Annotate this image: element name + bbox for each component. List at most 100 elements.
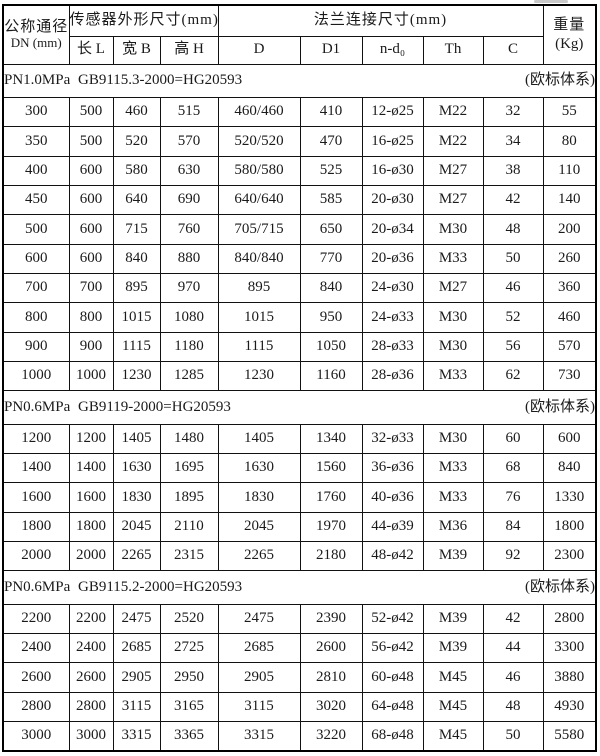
cell-height-h: 630 [159,155,219,186]
cell-weight: 460 [542,302,597,333]
cell-weight: 260 [542,243,597,274]
section-pressure-rating: PN1.0MPa [4,72,71,89]
cell-d: 1630 [217,452,301,484]
cell-d: 1115 [217,331,301,362]
section-standard-code: GB9115.3-2000=HG20593 [78,72,243,89]
cell-n-d0: 60-ø48 [361,662,424,693]
cell-n-d0: 24-ø33 [361,302,424,333]
cell-length-l: 2600 [68,662,114,693]
cell-th: M30 [422,302,484,333]
cell-d1: 410 [299,96,363,128]
cell-th: M30 [422,331,484,362]
cell-dn: 350 [2,126,70,157]
table-row: 900 900 1115 1180 1115 1050 28-ø33 M30 56 570 [2,331,597,362]
cell-d1: 2180 [299,540,363,572]
cell-width-b: 2265 [112,540,161,572]
header-n-d0: n-d₀ [361,35,424,65]
cell-d1: 1560 [299,452,363,484]
cell-height-h: 1285 [159,360,219,392]
cell-width-b: 2475 [112,603,161,634]
cell-c: 56 [482,331,544,362]
cell-length-l: 600 [68,155,114,186]
cell-d: 640/640 [217,184,301,216]
table-row: 300 500 460 515 460/460 410 12-ø25 M22 32 55 [2,96,597,128]
cell-d1: 1160 [299,360,363,392]
cell-d1: 1050 [299,331,363,362]
cell-weight: 1330 [542,482,597,513]
cell-width-b: 580 [112,155,161,186]
table-row: 350 500 520 570 520/520 470 16-ø25 M22 34 80 [2,126,597,157]
cell-height-h: 570 [159,126,219,157]
cell-n-d0: 44-ø39 [361,511,424,542]
cell-dn: 2400 [2,632,70,664]
table-row: 1600 1600 1830 1895 1830 1760 40-ø36 M33 76 1330 [2,482,597,513]
cell-width-b: 895 [112,272,161,304]
header-height-h: 高 H [159,35,219,65]
cell-n-d0: 20-ø36 [361,243,424,274]
cell-weight: 5580 [542,720,597,752]
cell-height-h: 515 [159,96,219,128]
cell-n-d0: 56-ø42 [361,632,424,664]
cell-height-h: 1080 [159,302,219,333]
cell-d: 460/460 [217,96,301,128]
cell-d1: 585 [299,184,363,216]
cell-n-d0: 20-ø30 [361,184,424,216]
cell-height-h: 1695 [159,452,219,484]
table-row: 1800 1800 2045 2110 2045 1970 44-ø39 M36 84 1800 [2,511,597,542]
cell-d: 3315 [217,720,301,752]
cell-width-b: 2685 [112,632,161,664]
cell-width-b: 3115 [112,691,161,722]
cell-th: M36 [422,511,484,542]
cell-c: 42 [482,184,544,216]
cell-c: 44 [482,632,544,664]
cell-th: M33 [422,243,484,274]
cell-d1: 2810 [299,662,363,693]
cell-n-d0: 16-ø30 [361,155,424,186]
cell-weight: 570 [542,331,597,362]
cell-d1: 3220 [299,720,363,752]
section-header-cell: PN0.6MPa GB9119-2000=HG20593 (欧标体系) [2,390,597,425]
cell-weight: 3880 [542,662,597,693]
section-header-row: PN1.0MPa GB9115.3-2000=HG20593 (欧标体系) [2,63,597,98]
cell-height-h: 2315 [159,540,219,572]
cell-d: 2265 [217,540,301,572]
cell-d: 895 [217,272,301,304]
cell-weight: 110 [542,155,597,186]
cell-dn: 800 [2,302,70,333]
cell-width-b: 715 [112,214,161,245]
cell-c: 38 [482,155,544,186]
cell-th: M27 [422,155,484,186]
cell-dn: 2600 [2,662,70,693]
header-row-subcolumns: 长 L 宽 B 高 H D D1 n-d₀ Th C [3,35,596,65]
header-nominal-diameter: 公称通径 DN (mm) [2,4,70,65]
cell-dn: 600 [2,243,70,274]
cell-th: M30 [422,214,484,245]
cell-d: 580/580 [217,155,301,186]
cell-c: 60 [482,423,544,454]
cell-d1: 770 [299,243,363,274]
cell-n-d0: 32-ø33 [361,423,424,454]
cell-th: M27 [422,184,484,216]
table-body: PN1.0MPa GB9115.3-2000=HG20593 (欧标体系) 300 50… [2,63,597,752]
cell-height-h: 1180 [159,331,219,362]
cell-d: 2045 [217,511,301,542]
cell-c: 34 [482,126,544,157]
cell-width-b: 1115 [112,331,161,362]
cell-n-d0: 48-ø42 [361,540,424,572]
cell-weight: 2300 [542,540,597,572]
cell-th: M27 [422,272,484,304]
cell-dn: 1600 [2,482,70,513]
cell-height-h: 880 [159,243,219,274]
cell-c: 84 [482,511,544,542]
cell-width-b: 1830 [112,482,161,513]
cell-width-b: 640 [112,184,161,216]
cell-d1: 525 [299,155,363,186]
cell-dn: 700 [2,272,70,304]
header-weight: 重量 (Kg) [542,4,597,65]
cell-th: M33 [422,360,484,392]
header-row-groups: 公称通径 DN (mm) 传感器外形尺寸(mm) 法兰连接尺寸(mm) 重量 (… [2,4,597,65]
cell-height-h: 2725 [159,632,219,664]
section-pressure-rating: PN0.6MPa [4,578,71,595]
cell-dn: 400 [2,155,70,186]
cell-d1: 1760 [299,482,363,513]
